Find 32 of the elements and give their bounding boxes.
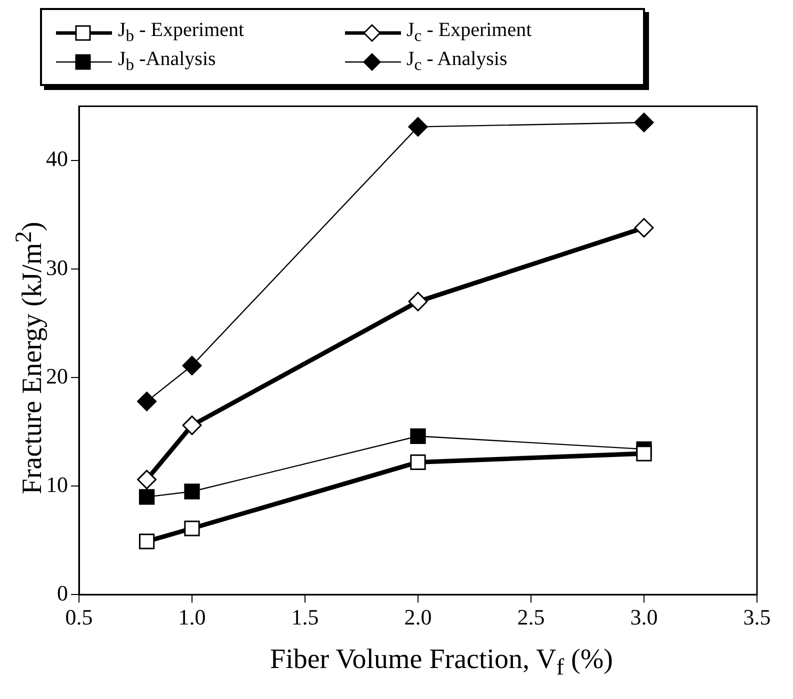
x-tick-label: 3.5	[743, 604, 771, 630]
y-tick-label: 20	[46, 363, 68, 388]
x-tick-label: 2.5	[517, 604, 545, 630]
x-tick-label: 0.5	[65, 604, 93, 630]
x-axis-title: Fiber Volume Fraction, V$_{f}$ (%)	[269, 644, 614, 682]
legend-label: J$_{b}$ - Experiment	[118, 19, 244, 46]
point	[138, 489, 155, 505]
point	[408, 292, 428, 312]
point	[636, 446, 652, 462]
point	[634, 112, 654, 132]
point	[410, 428, 426, 444]
point	[408, 117, 428, 137]
x-tick-label: 1.0	[178, 604, 206, 630]
x-tick-label: 3.0	[630, 604, 658, 630]
point	[410, 454, 426, 470]
y-tick-label: 40	[46, 146, 68, 172]
legend-label: J$_{c}$ - Analysis	[406, 48, 508, 75]
y-tick-label: 0	[57, 580, 68, 606]
y-tick-label: 30	[46, 254, 68, 280]
point	[137, 470, 157, 490]
point	[137, 392, 157, 412]
y-tick-label: 10	[46, 472, 68, 497]
legend-label: J$_{b}$ -Analysis	[118, 48, 216, 75]
legend-label: J$_{c}$ - Experiment	[406, 19, 532, 46]
point	[184, 520, 200, 536]
point	[184, 484, 200, 500]
x-tick-label: 2.0	[404, 604, 432, 630]
point	[138, 534, 155, 550]
point	[634, 218, 654, 238]
point	[182, 356, 202, 376]
x-tick-label: 1.5	[291, 604, 319, 630]
point	[182, 416, 202, 436]
